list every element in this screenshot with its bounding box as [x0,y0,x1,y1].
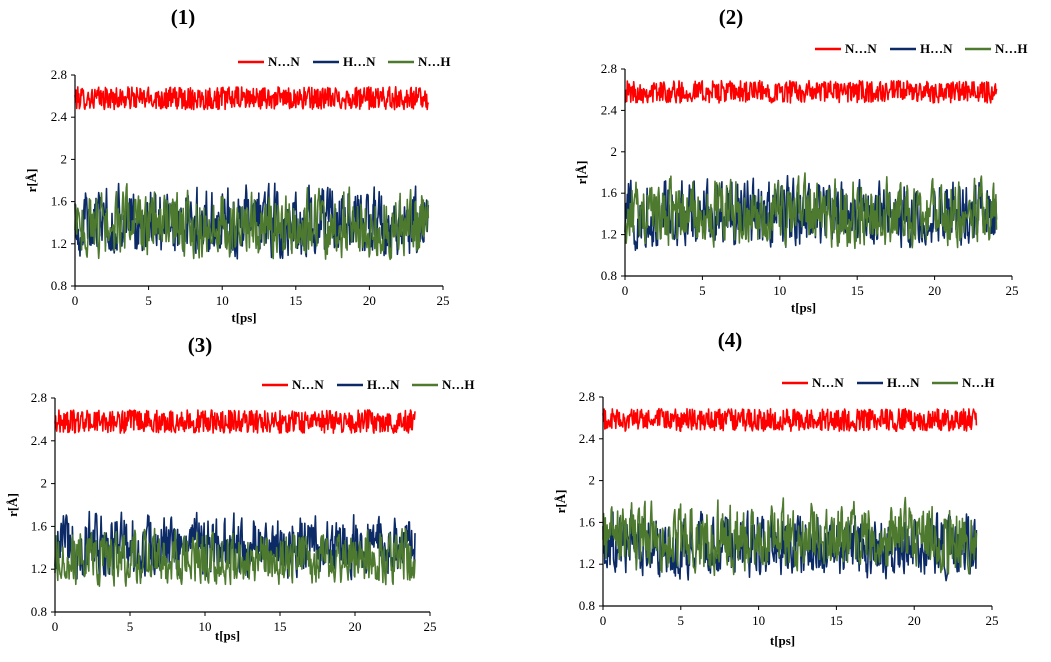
y-tick-label: 0.8 [51,278,67,293]
y-tick-label: 2.8 [51,67,67,82]
x-tick-label: 20 [908,613,921,628]
series-traces [602,407,978,582]
x-tick-label: 10 [773,283,786,298]
x-tick-label: 5 [699,283,706,298]
series-line-1 [602,407,978,433]
x-tick-label: 20 [928,283,941,298]
legend: N…N H…N N…H [262,377,475,392]
x-tick-label: 0 [622,283,629,298]
panel-label: (2) [719,5,744,29]
panel-label: (4) [718,328,743,352]
series-traces [74,86,430,261]
y-tick-label: 1.2 [51,236,67,251]
x-tick-label: 5 [145,293,152,308]
x-tick-label: 25 [1006,283,1019,298]
series-traces [624,79,998,251]
x-axis-label: t[ps] [770,633,795,648]
y-tick-label: 2.4 [31,433,48,448]
y-tick-label: 1.2 [579,556,595,571]
y-tick-label: 2 [61,151,68,166]
x-tick-label: 10 [199,619,212,634]
series-line-3 [54,527,416,588]
y-tick-label: 1.6 [579,514,596,529]
y-tick-label: 1.6 [601,185,618,200]
x-tick-label: 15 [274,619,287,634]
y-axis-label: r[Å] [5,493,20,517]
x-tick-label: 15 [851,283,864,298]
y-tick-label: 2 [41,476,48,491]
series-line-1 [624,79,998,104]
chart-panel-1: (1) 0.8 1.2 1.6 2 2.4 2.8 0 5 10 15 20 25 t[ps] r[Å] N…… [24,5,451,325]
x-tick-label: 5 [127,619,134,634]
panel-label: (1) [171,5,196,29]
y-tick-label: 1.6 [31,518,48,533]
legend-label: H…N [920,41,953,56]
legend-label: H…N [343,54,376,69]
series-line-3 [74,183,430,261]
x-tick-label: 10 [752,613,765,628]
x-tick-label: 20 [349,619,362,634]
legend-label: N…H [442,377,475,392]
x-tick-label: 20 [363,293,376,308]
x-tick-label: 25 [424,619,437,634]
y-axis-label: r[Å] [574,161,589,185]
legend: N…N H…N N…H [815,41,1028,56]
y-tick-label: 1.2 [31,561,47,576]
x-tick-label: 5 [678,613,685,628]
y-tick-label: 0.8 [579,598,595,613]
legend: N…N H…N N…H [238,54,451,69]
y-tick-label: 1.2 [601,227,617,242]
legend-label: N…N [845,41,877,56]
legend: N…N H…N N…H [782,375,995,390]
series-line-1 [54,409,416,434]
series-line-3 [602,496,978,577]
y-tick-label: 0.8 [601,268,617,283]
y-tick-label: 1.6 [51,194,68,209]
x-tick-label: 10 [216,293,229,308]
x-tick-label: 25 [437,293,450,308]
x-tick-label: 25 [986,613,999,628]
x-tick-label: 0 [600,613,607,628]
series-traces [54,409,416,588]
chart-panel-4: (4) 0.8 1.2 1.6 2 2.4 2.8 0 5 10 15 20 25 t[ps] r[Å] N…… [553,328,999,648]
y-tick-label: 2.4 [601,102,618,117]
x-tick-label: 15 [830,613,843,628]
panel-label: (3) [188,333,213,357]
legend-label: H…N [367,377,400,392]
legend-label: H…N [887,375,920,390]
series-line-3 [624,172,998,250]
y-tick-label: 0.8 [31,604,47,619]
x-tick-label: 0 [72,293,79,308]
legend-label: N…H [962,375,995,390]
x-axis-label: t[ps] [791,300,816,315]
legend-label: N…N [292,377,324,392]
y-tick-label: 2.4 [51,109,68,124]
y-tick-label: 2 [589,473,596,488]
chart-panel-2: (2) 0.8 1.2 1.6 2 2.4 2.8 0 5 10 15 20 25 t[ps] r[Å] N…… [574,5,1028,315]
legend-label: N…N [268,54,300,69]
legend-label: N…H [995,41,1028,56]
x-tick-label: 15 [289,293,302,308]
y-tick-label: 2.8 [601,61,617,76]
series-line-1 [74,86,430,111]
x-axis-label: t[ps] [215,628,240,643]
y-tick-label: 2.4 [579,431,596,446]
x-tick-label: 0 [52,619,59,634]
y-tick-label: 2 [611,144,618,159]
y-tick-label: 2.8 [31,390,47,405]
legend-label: N…N [812,375,844,390]
x-axis-label: t[ps] [231,310,256,325]
legend-label: N…H [418,54,451,69]
chart-panel-3: (3) 0.8 1.2 1.6 2 2.4 2.8 0 5 10 15 20 25 t[ps] r[Å] N…… [5,333,475,643]
y-axis-label: r[Å] [553,490,568,514]
y-tick-label: 2.8 [579,389,595,404]
y-axis-label: r[Å] [24,169,39,193]
